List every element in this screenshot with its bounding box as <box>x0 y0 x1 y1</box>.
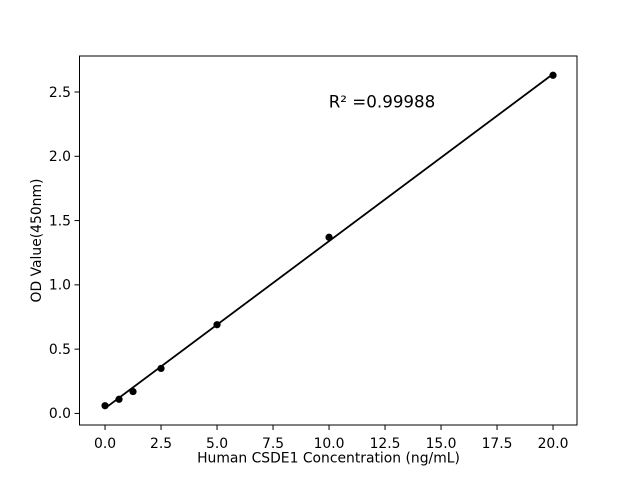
data-point <box>101 402 109 410</box>
x-tick-label: 2.5 <box>150 436 172 452</box>
plot-area: 0.0 2.5 5.0 7.5 10.0 12.5 15.0 17.5 20.0 0.0 0.5 1.… <box>49 55 578 452</box>
data-point <box>549 71 557 79</box>
y-tick-label: 1.0 <box>49 278 71 294</box>
x-axis-label: Human CSDE1 Concentration (ng/mL) <box>197 451 460 467</box>
y-tick-label: 0.5 <box>49 342 71 358</box>
data-point <box>213 321 221 329</box>
x-tick-label: 7.5 <box>262 436 284 452</box>
y-tick-label: 2.5 <box>49 85 71 101</box>
y-tick-label: 0.0 <box>49 406 71 422</box>
x-tick-label: 17.5 <box>482 436 513 452</box>
data-point <box>325 233 333 241</box>
x-tick-label: 5.0 <box>206 436 228 452</box>
x-tick-label: 12.5 <box>370 436 401 452</box>
x-tick-label: 0.0 <box>94 436 116 452</box>
y-tick-label: 1.5 <box>49 213 71 229</box>
data-point <box>115 395 123 403</box>
axes-frame <box>79 55 578 426</box>
r-squared-annotation: R² =0.99988 <box>329 92 436 112</box>
data-point <box>157 364 165 373</box>
y-tick-label: 2.0 <box>49 149 71 165</box>
x-tick-label: 20.0 <box>538 436 569 452</box>
trend-line <box>104 73 554 410</box>
y-axis-label: OD Value(450nm) <box>29 179 45 303</box>
x-tick-label: 15.0 <box>426 436 457 452</box>
data-point <box>129 387 137 396</box>
x-tick-label: 10.0 <box>314 436 345 452</box>
